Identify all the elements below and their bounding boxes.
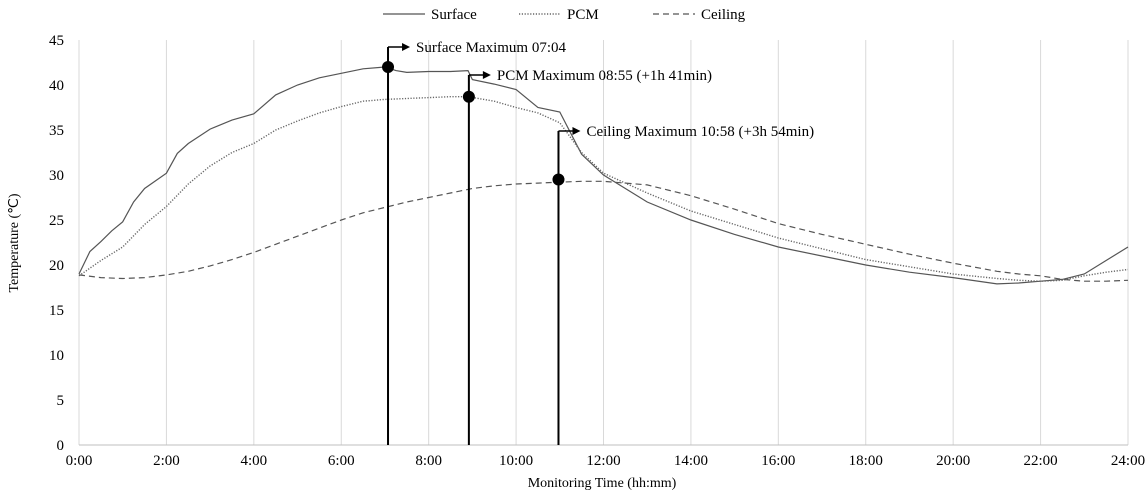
x-tick-label: 2:00 (153, 453, 180, 469)
annotation-label: Surface Maximum 07:04 (416, 40, 566, 56)
y-tick-label: 45 (49, 33, 64, 49)
x-axis-title: Monitoring Time (hh:mm) (528, 476, 677, 491)
annotation-label: PCM Maximum 08:55 (+1h 41min) (497, 68, 712, 84)
annotation-marker (552, 173, 565, 186)
grid-lines (78, 40, 1129, 445)
x-tick-label: 10:00 (499, 453, 533, 469)
annotation-marker (382, 61, 395, 73)
annotation-marker (462, 90, 475, 103)
x-tick-label: 12:00 (586, 453, 620, 469)
x-tick-label: 14:00 (674, 453, 708, 469)
x-tick-label: 8:00 (415, 453, 442, 469)
x-tick-label: 22:00 (1023, 453, 1057, 469)
annotation-arrowhead (402, 43, 411, 51)
y-tick-label: 5 (57, 393, 65, 409)
x-tick-label: 16:00 (761, 453, 795, 469)
legend: Surface PCM Ceiling (383, 7, 746, 23)
y-tick-label: 20 (49, 258, 64, 274)
legend-label-ceiling: Ceiling (701, 7, 746, 23)
series-line-ceiling (78, 180, 1129, 282)
legend-label-pcm: PCM (567, 7, 599, 23)
annotations: Surface Maximum 07:04 PCM Maximum 08:55 (… (382, 40, 814, 445)
y-tick-label: 15 (49, 303, 64, 319)
y-tick-label: 30 (49, 168, 64, 184)
x-tick-label: 18:00 (849, 453, 883, 469)
y-tick-label: 40 (49, 78, 64, 94)
annotation-arrowhead (482, 71, 491, 79)
annotation-label: Ceiling Maximum 10:58 (+3h 54min) (586, 124, 814, 140)
x-tick-label: 6:00 (328, 453, 355, 469)
series-line-pcm (78, 95, 1129, 282)
y-tick-label: 0 (57, 438, 65, 454)
x-tick-label: 24:00 (1111, 453, 1145, 469)
y-axis-title: Temperature (℃) (7, 193, 22, 292)
x-tick-label: 20:00 (936, 453, 970, 469)
x-tick-label: 4:00 (240, 453, 267, 469)
series-line-surface (78, 66, 1129, 285)
x-tick-label: 0:00 (66, 453, 93, 469)
series-lines (78, 66, 1129, 285)
annotation-arrowhead (572, 127, 581, 135)
y-tick-label: 35 (49, 123, 64, 139)
legend-label-surface: Surface (431, 7, 477, 23)
y-tick-label: 25 (49, 213, 64, 229)
y-tick-label: 10 (49, 348, 64, 364)
axes: 0:00 2:00 4:00 6:00 8:00 10:00 12:00 14:00 16:00… (49, 33, 1145, 469)
